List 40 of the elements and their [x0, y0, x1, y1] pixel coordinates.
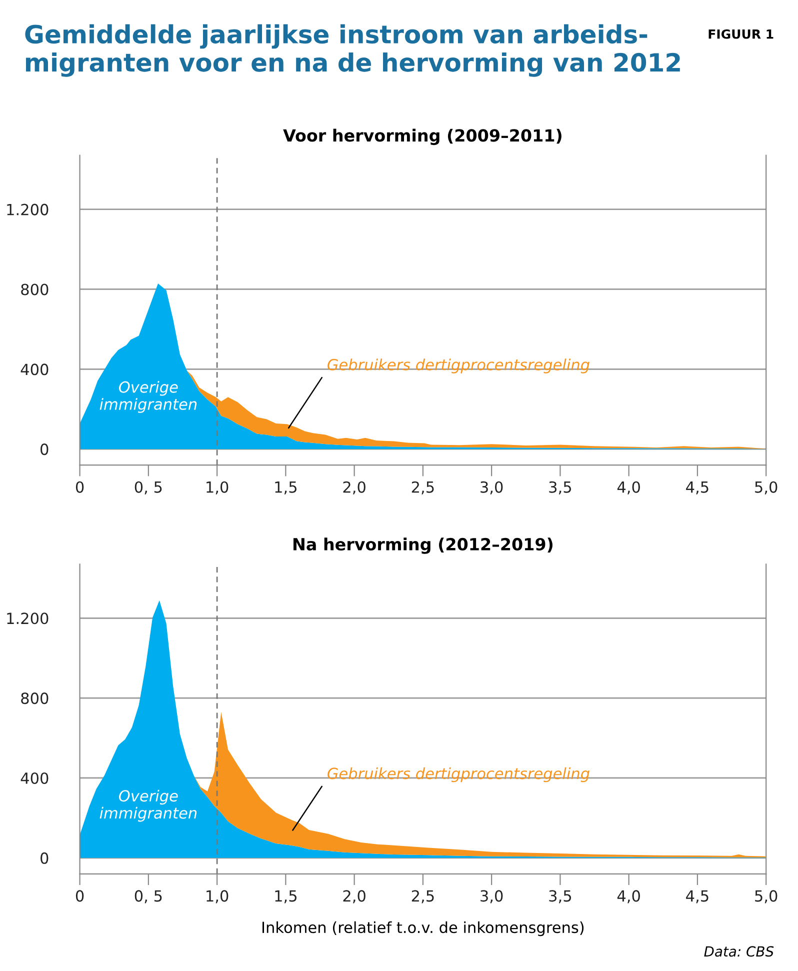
x-tick-label: 0: [76, 481, 84, 493]
x-tick-label: 4,5: [686, 890, 708, 904]
series-label: Overige immigranten: [100, 790, 197, 822]
text: Gemiddelde jaarlijkse instroom van arbeids- migranten voor en na de hervorming van 2012: [25, 24, 680, 77]
x-tick-label: 0, 5: [134, 481, 162, 494]
y-tick-label: 400: [20, 772, 48, 784]
x-tick-label: 3,0: [480, 481, 503, 494]
x-tick-label: 2,5: [412, 890, 434, 904]
x-tick-label: 4,0: [617, 481, 640, 494]
x-tick-label: 1,5: [275, 482, 296, 494]
x-tick-label: 0: [76, 890, 84, 902]
text: Gebruikers dertigprocentsregeling: [328, 358, 590, 374]
x-tick-label: 4,0: [617, 890, 640, 904]
x-tick-label: 2,5: [412, 481, 434, 494]
chart-title: Voor hervorming (2009–2011): [283, 128, 562, 146]
y-tick-label: 0: [40, 444, 48, 456]
x-tick-label: 1,0: [206, 890, 228, 904]
y-tick-label: 1.200: [7, 612, 48, 624]
x-tick-label: 5,0: [755, 481, 778, 494]
y-tick-label: 800: [21, 284, 48, 296]
x-tick-label: 4,5: [686, 482, 708, 494]
x-tick-label: 5,0: [755, 890, 778, 904]
chart-title: Na hervorming (2012–2019): [294, 538, 552, 554]
text: Gebruikers dertigprocentsregeling: [328, 767, 590, 782]
x-tick-label: 0, 5: [134, 890, 162, 904]
x-axis-title: Inkomen (relatief t.o.v. de inkomensgrens): [262, 921, 584, 936]
y-tick-label: 1.200: [7, 204, 48, 216]
x-tick-label: 1,0: [206, 481, 228, 494]
x-tick-label: 3,0: [480, 890, 503, 904]
y-tick-label: 800: [21, 692, 48, 704]
y-tick-label: 0: [40, 852, 48, 864]
x-tick-label: 2,0: [343, 890, 366, 904]
x-tick-label: 1,5: [275, 890, 296, 904]
x-tick-label: 3,5: [549, 890, 572, 904]
text: Data: CBS: [704, 946, 774, 957]
text: FIGUUR 1: [708, 29, 774, 39]
y-tick-label: 400: [20, 364, 48, 376]
x-tick-label: 3,5: [549, 481, 572, 494]
x-tick-label: 2,0: [343, 481, 366, 494]
series-label: Overige immigranten: [100, 380, 197, 413]
